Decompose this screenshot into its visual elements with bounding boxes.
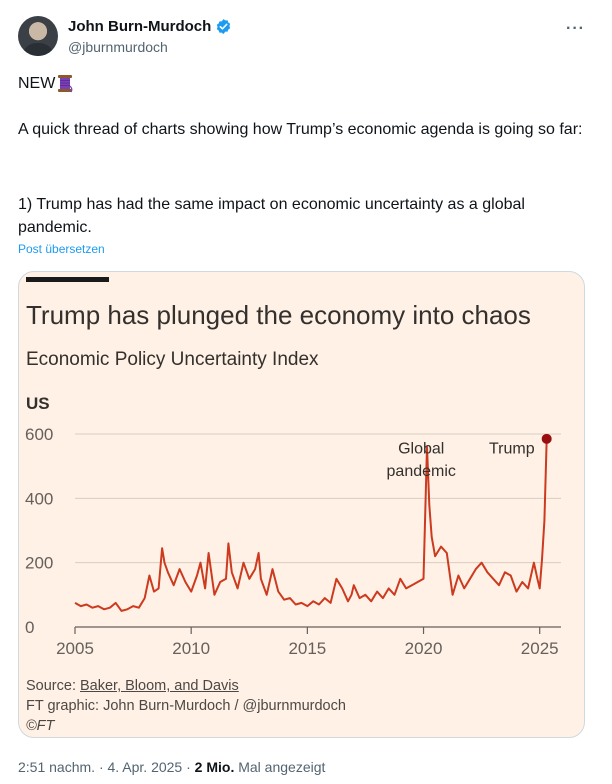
y-tick-label: 600 (25, 425, 53, 444)
verified-badge-icon (217, 19, 231, 34)
thread-spool-icon (58, 75, 73, 93)
y-tick-label: 400 (25, 489, 53, 508)
x-tick-label: 2020 (405, 639, 443, 658)
chart-annotation: Global (398, 440, 444, 457)
tweet-timestamp[interactable]: 2:51 nachm. · 4. Apr. 2025 · (18, 759, 195, 775)
ft-brand-bar (26, 277, 109, 282)
source-prefix: Source: (26, 678, 80, 694)
latest-point (541, 433, 552, 444)
tweet-meta: 2:51 nachm. · 4. Apr. 2025 · 2 Mio. Mal … (18, 759, 325, 775)
chart-image-card[interactable]: Trump has plunged the economy into chaos… (18, 271, 585, 738)
author-handle[interactable]: @jburnmurdoch (68, 39, 168, 55)
chart-annotation: Trump (489, 440, 535, 457)
avatar[interactable] (18, 16, 58, 56)
series-line (74, 438, 548, 612)
x-tick-label: 2005 (56, 639, 94, 658)
chart-title: Trump has plunged the economy into chaos (26, 300, 531, 330)
line-chart: 0 200 400 600 2005 2010 2015 2020 2025 Global pand… (25, 425, 561, 658)
more-options-icon[interactable]: ··· (566, 20, 585, 37)
x-tick-label: 2025 (521, 639, 559, 658)
tweet-line-new: NEW (18, 72, 598, 95)
y-tick-label: 200 (25, 554, 53, 573)
chart-annotation: pandemic (387, 463, 456, 480)
translate-post-link[interactable]: Post übersetzen (18, 242, 105, 256)
author-name[interactable]: John Burn-Murdoch (68, 18, 212, 35)
source-line: Source: Baker, Bloom, and Davis (26, 678, 239, 694)
tweet-new-label: NEW (18, 75, 56, 92)
x-tick-label: 2010 (172, 639, 210, 658)
author-row: John Burn-Murdoch (68, 18, 232, 35)
chart-subtitle: Economic Policy Uncertainty Index (26, 349, 319, 370)
x-tick-label: 2015 (288, 639, 326, 658)
chart-region-label: US (26, 394, 50, 413)
tweet-paragraph-point-1: 1) Trump has had the same impact on econ… (18, 196, 525, 236)
source-link[interactable]: Baker, Bloom, and Davis (80, 678, 239, 694)
view-count-suffix: Mal angezeigt (234, 759, 326, 775)
graphic-credit: FT graphic: John Burn-Murdoch / @jburnmu… (26, 698, 346, 714)
view-count: 2 Mio. (194, 759, 235, 775)
tweet-paragraph-intro: A quick thread of charts showing how Tru… (18, 121, 583, 138)
y-tick-label: 0 (25, 618, 34, 637)
copyright-label: ©FT (26, 718, 55, 734)
